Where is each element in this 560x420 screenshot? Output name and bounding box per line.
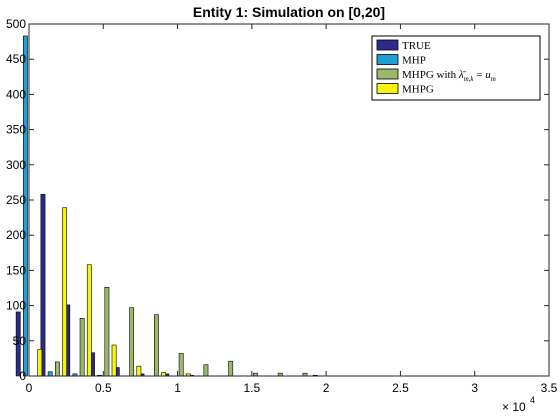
legend-label: TRUE	[402, 40, 431, 52]
bar-mhpg-with-6	[178, 353, 184, 377]
x-tick-label: 0.5	[95, 381, 112, 395]
bar-mhpg-with-4	[129, 307, 135, 377]
legend-swatch	[376, 54, 399, 65]
legend-label: MHPG with λ̄m,k = um	[402, 69, 496, 83]
legend-swatch	[376, 68, 399, 80]
y-tick-label: 200	[6, 228, 26, 242]
chart-title: Entity 1: Simulation on [0,20]	[193, 4, 385, 20]
x-tick-label: 3	[471, 381, 478, 395]
bar-true-0	[15, 311, 21, 377]
y-tick-label: 250	[6, 193, 26, 207]
ticks-layer: 0 50 100 150 200 250 300 350 400 450 500 0 0.5 1 1.5 2 2…	[6, 17, 558, 395]
bar-true-1	[40, 194, 46, 377]
bar-mhpg-with-3	[104, 286, 110, 377]
legend-label: MHPG	[402, 84, 434, 96]
x-tick-label: 1.5	[244, 381, 261, 395]
legend-label: MHP	[402, 55, 426, 67]
y-tick-label: 450	[6, 52, 26, 66]
bar-mhpg-with-2	[79, 317, 85, 377]
x-tick-label: 2.5	[392, 381, 409, 395]
x-tick-label: 3.5	[541, 381, 558, 395]
legend-box	[371, 35, 541, 101]
bar-mhpg-with-7	[203, 364, 209, 377]
y-tick-label: 400	[6, 87, 26, 101]
bar-mhp-1	[47, 371, 53, 377]
legend-swatch	[376, 83, 399, 94]
bar-mhpg-3	[111, 344, 117, 377]
legend-swatch	[376, 39, 399, 51]
x-tick-label: 2	[323, 381, 330, 395]
bar-mhpg-0	[37, 348, 43, 377]
bar-mhpg-2	[86, 264, 92, 377]
y-tick-label: 50	[13, 334, 27, 348]
bar-mhpg-1	[62, 207, 67, 377]
y-tick-label: 150	[6, 263, 26, 277]
bar-mhpg-5	[161, 372, 167, 377]
bar-mhpg-with-1	[54, 361, 60, 377]
x-tick-label: 1	[174, 381, 181, 395]
y-tick-label: 500	[6, 17, 26, 31]
y-tick-label: 100	[6, 299, 26, 313]
bar-mhpg-with-8	[228, 360, 234, 377]
y-tick-label: 300	[6, 158, 26, 172]
bars-layer	[15, 35, 318, 377]
x-multiplier-base: × 10	[502, 400, 526, 414]
axes-frame	[28, 23, 550, 377]
y-tick-label: 350	[6, 123, 26, 137]
x-axis-multiplier: × 10 4	[502, 395, 535, 414]
bar-mhp-0	[22, 35, 28, 377]
bar-mhpg-4	[136, 365, 142, 377]
x-multiplier-exponent: 4	[530, 395, 535, 405]
bar-mhpg-with-5	[154, 314, 159, 377]
y-tick-label: 0	[19, 369, 26, 383]
x-tick-label: 0	[26, 381, 33, 395]
